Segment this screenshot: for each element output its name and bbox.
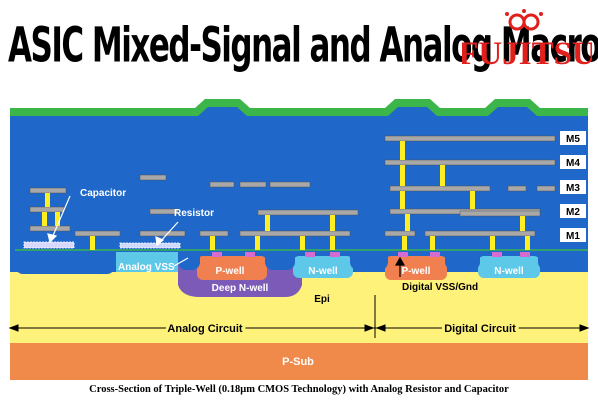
fujitsu-logo: FUJITSU — [462, 9, 592, 72]
capacitor-label: Capacitor — [80, 188, 126, 199]
layer-label-m4: M4 — [566, 158, 580, 169]
analog-well-left — [116, 252, 178, 272]
callout-arrows — [47, 195, 406, 277]
layer-label-m1: M1 — [566, 231, 580, 242]
cross-section-diagram: M5 M4 M3 M2 M1 Capacitor Resistor Analog… — [8, 99, 590, 380]
logo-infinity-mark — [508, 13, 540, 31]
digital-circuit-label: Digital Circuit — [444, 323, 516, 335]
nwell-left-label: N-well — [308, 266, 338, 277]
resistor-label: Resistor — [174, 208, 214, 219]
vias — [42, 141, 530, 250]
psub-label: P-Sub — [282, 356, 314, 368]
analog-vss-label: Analog VSS — [118, 262, 175, 273]
digital-vss-label: Digital VSS/Gnd — [402, 282, 478, 293]
logo-text: FUJITSU — [462, 36, 592, 72]
layer-label-m5: M5 — [566, 134, 580, 145]
page-title: ASIC Mixed-Signal and Analog Macros — [8, 18, 598, 74]
figure-caption: Cross-Section of Triple-Well (0.18μm CMO… — [89, 384, 509, 395]
nwell-left — [293, 256, 353, 278]
nwell-right-label: N-well — [494, 266, 524, 277]
diffusion-contacts — [212, 252, 530, 257]
layer-label-m2: M2 — [566, 207, 580, 218]
psub-layer — [10, 343, 588, 380]
resistor-body — [119, 242, 181, 249]
metal-lines — [29, 135, 556, 237]
dimension-lines — [8, 295, 590, 338]
pwell-right-label: P-well — [402, 266, 431, 277]
epi-label: Epi — [314, 294, 330, 305]
pwell-left-label: P-well — [216, 266, 245, 277]
metal-layer-labels: M5 M4 M3 M2 M1 — [560, 131, 586, 242]
capacitor-plate — [23, 241, 75, 249]
pwell-left — [197, 256, 267, 280]
analog-circuit-label: Analog Circuit — [167, 323, 243, 335]
isolation-oxide — [15, 250, 578, 274]
nwell-right — [478, 256, 540, 278]
deep-nwell-label: Deep N-well — [212, 283, 269, 294]
layer-label-m3: M3 — [566, 183, 580, 194]
